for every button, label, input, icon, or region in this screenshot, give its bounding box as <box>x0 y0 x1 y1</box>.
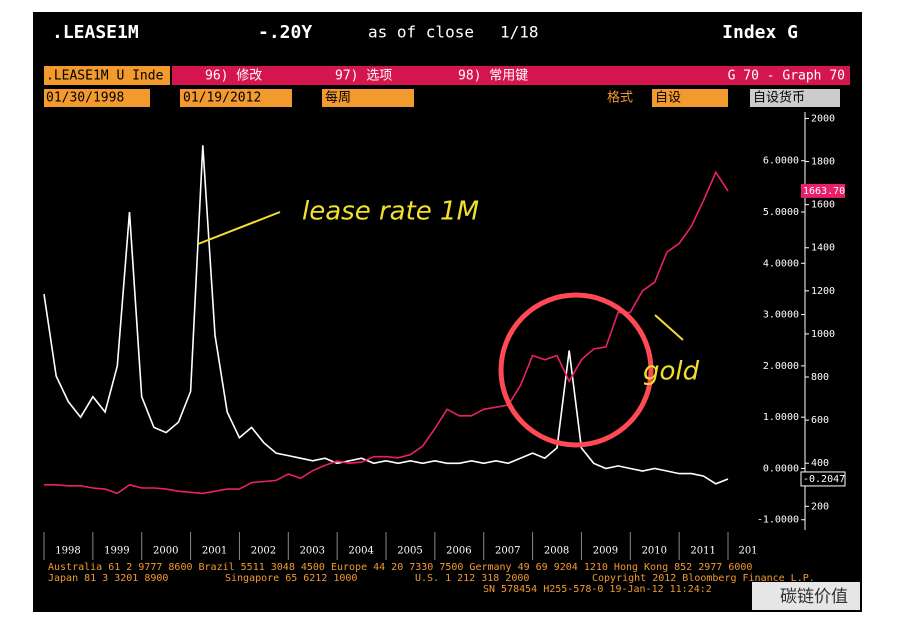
footer: Japan 81 3 3201 8900 <box>48 573 168 584</box>
y-tick-label: 2.0000 <box>763 361 799 372</box>
y-tick-label: 1.0000 <box>763 412 799 423</box>
annotation: gold <box>643 357 700 387</box>
currency: 自设货币 <box>753 90 805 106</box>
y-tick-label: 6.0000 <box>763 156 799 167</box>
x-tick-label: 2011 <box>690 546 715 557</box>
footer: Singapore 65 6212 1000 <box>225 573 357 584</box>
x-tick-label: 2006 <box>446 546 471 557</box>
footer: Australia 61 2 9777 8600 Brazil 5511 304… <box>48 562 752 573</box>
x-tick-label: 2003 <box>300 546 325 557</box>
series-line <box>44 170 729 495</box>
date-box[interactable] <box>180 89 292 107</box>
format-value: 自设 <box>655 91 681 106</box>
y2-tick-label: 200 <box>811 501 829 512</box>
value-label: -0.2047 <box>803 474 845 485</box>
x-tick-label: 2002 <box>251 546 276 557</box>
y-tick-label: 3.0000 <box>763 310 799 321</box>
y2-tick-label: 600 <box>811 415 829 426</box>
x-tick-label: 201 <box>738 546 757 557</box>
watermark-bg <box>752 582 860 610</box>
title: -.20Y <box>258 22 312 43</box>
series-line <box>43 145 729 485</box>
y2-tick-label: 1800 <box>811 157 835 168</box>
y2-tick-label: 800 <box>811 372 829 383</box>
value-label: 1663.70 <box>803 186 845 197</box>
y2-tick-label: 1000 <box>811 329 835 340</box>
value-label-box <box>800 471 846 487</box>
x-tick-label: 2004 <box>348 546 373 557</box>
menu-item[interactable]: 98) 常用键 <box>458 69 528 84</box>
menu-item[interactable]: 97) 选项 <box>335 69 392 84</box>
y2-tick-label: 2000 <box>811 113 835 124</box>
format-label: 格式 <box>607 90 633 106</box>
y2-tick-label: 400 <box>811 458 829 469</box>
end-date: 01/19/2012 <box>183 91 261 106</box>
value-label-box <box>801 183 845 198</box>
x-tick-label: 2008 <box>544 546 569 557</box>
x-axis-strip <box>44 540 750 560</box>
menu-item[interactable]: 96) 修改 <box>205 69 262 84</box>
title: .LEASE1M <box>52 22 139 43</box>
y2-tick-label: 1200 <box>811 286 835 297</box>
title: Index G <box>722 22 798 43</box>
watermark: 碳链价值 <box>780 587 848 607</box>
pointer <box>197 211 281 245</box>
x-tick-label: 2001 <box>202 546 227 557</box>
period: 每周 <box>325 90 351 106</box>
period-box[interactable] <box>322 89 414 107</box>
start-date: 01/30/1998 <box>46 91 124 106</box>
x-tick-label: 2000 <box>153 546 178 557</box>
footer: U.S. 1 212 318 2000 <box>415 573 529 584</box>
highlight-circle <box>498 292 654 448</box>
x-tick-label: 1999 <box>104 546 129 557</box>
x-tick-label: 2007 <box>495 546 520 557</box>
y-tick-label: 5.0000 <box>763 207 799 218</box>
x-tick-label: 2010 <box>642 546 667 557</box>
security-box[interactable] <box>44 66 170 85</box>
graph-id: G 70 - Graph 70 <box>728 69 845 84</box>
pointer <box>654 314 684 341</box>
annotation: lease rate 1M <box>302 197 479 227</box>
currency-box[interactable] <box>750 89 840 107</box>
y2-tick-label: 1600 <box>811 200 835 211</box>
y-tick-label: -1.0000 <box>757 515 799 526</box>
chart: -1.0000 0.0000 1.0000 2.0000 3.0000 4.0000 5.0… <box>43 112 846 560</box>
title: 1/18 <box>500 23 539 42</box>
footer: Copyright 2012 Bloomberg Finance L.P. <box>592 573 815 584</box>
menu-bar <box>172 66 850 85</box>
y2-tick-label: 1400 <box>811 243 835 254</box>
title: as of close <box>368 23 474 42</box>
x-tick-label: 2009 <box>593 546 618 557</box>
format-box[interactable] <box>652 89 728 107</box>
x-tick-label: 2005 <box>397 546 422 557</box>
security: .LEASE1M U Inde <box>46 69 164 84</box>
y-tick-label: 0.0000 <box>763 463 799 474</box>
footer: SN 578454 H255-578-0 19-Jan-12 11:24:2 <box>483 584 712 595</box>
y-tick-label: 4.0000 <box>763 258 799 269</box>
plot-area <box>44 112 750 530</box>
x-tick-label: 1998 <box>55 546 80 557</box>
date-box[interactable] <box>44 89 150 107</box>
